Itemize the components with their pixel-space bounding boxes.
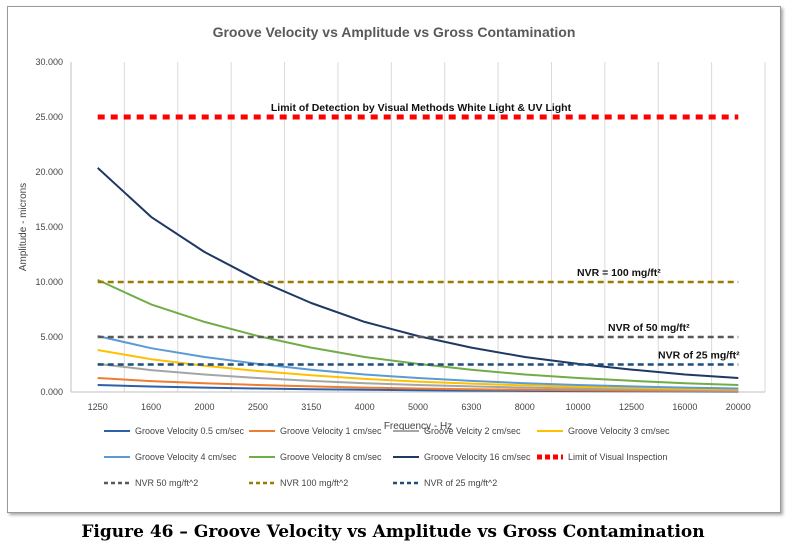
x-tick-label: 2000 <box>194 402 214 412</box>
x-tick-label: 12500 <box>619 402 644 412</box>
x-tick-label: 2500 <box>248 402 268 412</box>
legend-label: Groove Velocity 1 cm/sec <box>280 426 382 436</box>
legend-label: Groove Velocity 0.5 cm/sec <box>135 426 245 436</box>
y-axis-title: Amplitude - microns <box>18 183 29 271</box>
x-tick-label: 6300 <box>461 402 481 412</box>
series-line <box>97 362 739 392</box>
annotation-label: Limit of Detection by Visual Methods Whi… <box>271 102 572 114</box>
legend-label: NVR 100 mg/ft^2 <box>280 478 348 488</box>
series-line <box>97 335 739 390</box>
legend-label: Groove Velocity 3 cm/sec <box>568 426 670 436</box>
legend-label: Groove Velcity 2 cm/sec <box>424 426 521 436</box>
x-tick-label: 10000 <box>566 402 591 412</box>
x-tick-label: 1600 <box>141 402 161 412</box>
x-tick-label: 4000 <box>355 402 375 412</box>
series-line <box>97 349 739 391</box>
y-tick-label: 0.000 <box>40 387 63 397</box>
y-tick-label: 15.000 <box>35 222 63 232</box>
y-tick-label: 20.000 <box>35 167 63 177</box>
x-tick-label: 8000 <box>515 402 535 412</box>
y-tick-label: 10.000 <box>35 277 63 287</box>
series-line <box>97 377 739 393</box>
legend-label: Groove Velocity 8 cm/sec <box>280 452 382 462</box>
legend-label: NVR 50 mg/ft^2 <box>135 478 198 488</box>
x-tick-label: 1250 <box>88 402 108 412</box>
x-axis-title: Frequency - Hz <box>384 421 452 432</box>
line-chart: Groove Velocity vs Amplitude vs Gross Co… <box>18 24 766 488</box>
y-tick-label: 30.000 <box>35 57 63 67</box>
x-tick-label: 16000 <box>672 402 697 412</box>
y-tick-label: 25.000 <box>35 112 63 122</box>
annotation-label: NVR of 25 mg/ft² <box>658 350 740 362</box>
annotation-label: NVR = 100 mg/ft² <box>577 267 661 279</box>
chart-frame: Groove Velocity vs Amplitude vs Gross Co… <box>7 6 781 513</box>
x-tick-label: 20000 <box>726 402 751 412</box>
annotation-label: NVR of 50 mg/ft² <box>608 322 690 334</box>
x-tick-label: 3150 <box>301 402 321 412</box>
x-tick-label: 5000 <box>408 402 428 412</box>
figure-caption: Figure 46 – Groove Velocity vs Amplitude… <box>81 522 705 542</box>
y-tick-label: 5.000 <box>40 332 63 342</box>
legend-label: NVR of 25 mg/ft^2 <box>424 478 497 488</box>
legend-label: Groove Velocity 4 cm/sec <box>135 452 237 462</box>
legend-label: Groove Velocity 16 cm/sec <box>424 452 531 462</box>
legend-label: Limit of Visual Inspection <box>568 452 667 462</box>
chart-title: Groove Velocity vs Amplitude vs Gross Co… <box>213 24 576 40</box>
